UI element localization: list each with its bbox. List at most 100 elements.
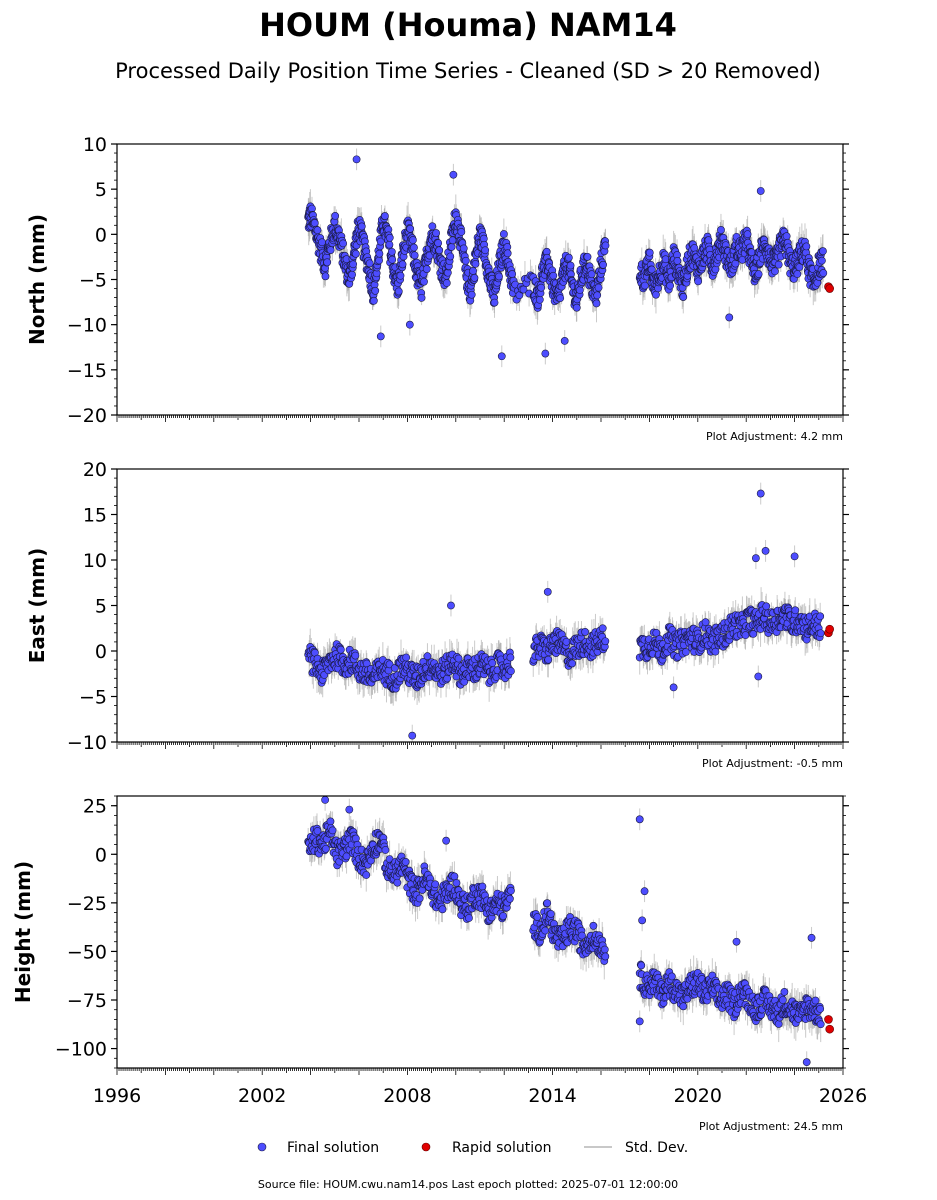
final-point <box>469 267 477 275</box>
final-point <box>566 261 575 270</box>
final-point <box>782 232 791 241</box>
final-point <box>673 257 682 265</box>
y-tick-label: −10 <box>67 732 107 754</box>
final-point <box>495 272 503 281</box>
final-point <box>549 271 558 280</box>
y-tick-label: 0 <box>95 224 107 246</box>
plot-adjustment-note: Plot Adjustment: 4.2 mm <box>706 430 843 443</box>
y-tick-label: 5 <box>95 179 107 201</box>
panels-group: −20 −15 −10 −5 0 5 10 North (mm) Plot Adjustment… <box>11 134 867 1133</box>
final-point <box>690 244 699 252</box>
y-tick-label: −5 <box>79 270 107 292</box>
final-point <box>385 233 394 242</box>
final-point <box>564 253 573 262</box>
final-point <box>556 294 565 303</box>
final-point <box>331 212 340 220</box>
final-point <box>587 270 596 279</box>
final-point <box>420 277 428 286</box>
final-point <box>410 251 419 260</box>
final-point <box>351 249 360 258</box>
final-outlier-point <box>497 352 506 361</box>
final-point <box>422 265 431 273</box>
final-outlier-point <box>560 337 569 345</box>
final-point <box>447 243 456 251</box>
chart-title: HOUM (Houma) NAM14 <box>259 6 677 44</box>
final-point <box>488 659 497 667</box>
final-point <box>428 222 437 231</box>
y-tick-label: 0 <box>95 641 107 663</box>
final-outlier-point <box>725 313 734 322</box>
final-point <box>519 285 528 294</box>
axes-frame <box>116 468 844 743</box>
y-tick-label: −15 <box>67 360 107 382</box>
final-outlier-point <box>447 601 455 610</box>
final-point <box>652 628 661 637</box>
final-points <box>304 155 828 361</box>
final-point <box>375 256 383 265</box>
final-point <box>365 259 374 268</box>
final-point <box>508 270 517 278</box>
final-point <box>467 290 476 299</box>
final-point <box>371 286 380 295</box>
final-point <box>313 226 322 235</box>
final-point <box>576 286 584 294</box>
final-point <box>461 256 470 265</box>
final-point <box>704 236 713 245</box>
final-point <box>641 281 649 290</box>
final-point <box>791 606 800 615</box>
final-point <box>369 296 378 305</box>
final-point <box>819 269 828 277</box>
final-point <box>749 630 758 638</box>
final-point <box>568 659 577 668</box>
final-point <box>506 653 515 662</box>
final-point <box>802 242 811 251</box>
final-point <box>471 259 480 268</box>
final-outlier-point <box>352 155 361 164</box>
final-outlier-point <box>376 332 385 341</box>
final-point <box>793 270 802 278</box>
final-point <box>434 239 443 247</box>
final-outlier-point <box>756 489 765 498</box>
y-tick-label: 5 <box>95 596 107 618</box>
final-point <box>442 279 451 287</box>
final-point <box>388 255 397 264</box>
final-point <box>490 298 499 307</box>
final-point <box>652 290 660 299</box>
final-point <box>701 618 710 627</box>
final-point <box>432 229 440 237</box>
final-point <box>601 241 610 250</box>
y-tick-label: 10 <box>83 134 107 156</box>
axes-frame <box>116 143 844 416</box>
y-axis-label: North (mm) <box>25 214 49 345</box>
final-outlier-point <box>754 672 763 681</box>
final-point <box>310 219 319 227</box>
final-point <box>594 283 603 292</box>
final-point <box>743 230 752 239</box>
final-point <box>717 226 725 234</box>
plot-area <box>304 148 834 368</box>
rapid-point <box>825 624 834 634</box>
final-outlier-point <box>543 587 552 596</box>
final-point <box>323 258 332 267</box>
final-outlier-point <box>449 170 458 179</box>
final-point <box>507 667 515 676</box>
chart-subtitle: Processed Daily Position Time Series - C… <box>115 59 821 83</box>
final-point <box>446 252 455 261</box>
final-point <box>694 277 703 286</box>
final-outlier-point <box>405 320 414 329</box>
final-point <box>387 247 396 256</box>
final-outlier-point <box>756 187 765 195</box>
final-point <box>503 249 512 258</box>
final-point <box>375 249 384 258</box>
final-point <box>339 239 347 248</box>
final-point <box>599 260 607 269</box>
final-point <box>470 274 479 282</box>
final-point <box>318 238 326 247</box>
final-point <box>544 655 553 664</box>
final-point <box>774 260 783 269</box>
final-point <box>754 270 763 278</box>
final-point <box>535 295 544 304</box>
final-point <box>454 654 463 663</box>
